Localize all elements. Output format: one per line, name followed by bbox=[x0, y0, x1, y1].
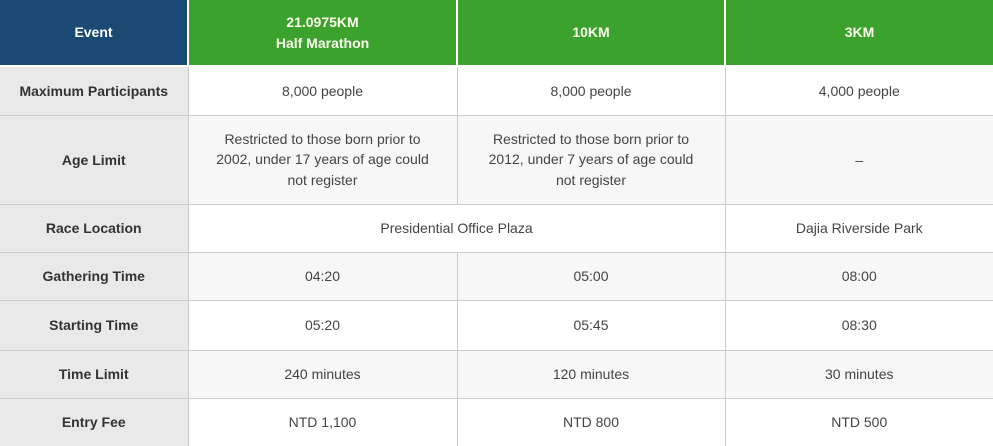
cell-max-participants-half: 8,000 people bbox=[187, 65, 458, 116]
cell-time-limit-3km: 30 minutes bbox=[724, 349, 993, 399]
cell-age-limit-half: Restricted to those born prior to 2002, … bbox=[187, 114, 458, 205]
cell-starting-time-10km: 05:45 bbox=[456, 299, 726, 351]
row-label: Maximum Participants bbox=[0, 65, 189, 116]
row-label: Gathering Time bbox=[0, 251, 189, 301]
cell-starting-time-3km: 08:30 bbox=[724, 299, 993, 351]
cell-age-limit-3km: – bbox=[724, 114, 993, 205]
header-3km: 3KM bbox=[724, 0, 993, 67]
table-row-race-location: Race Location Presidential Office Plaza … bbox=[0, 203, 993, 253]
cell-time-limit-half: 240 minutes bbox=[187, 349, 458, 399]
header-10km: 10KM bbox=[456, 0, 726, 67]
cell-entry-fee-half: NTD 1,100 bbox=[187, 397, 458, 446]
row-label: Race Location bbox=[0, 203, 189, 253]
header-event: Event bbox=[0, 0, 189, 67]
table-row-max-participants: Maximum Participants 8,000 people 8,000 … bbox=[0, 65, 993, 116]
cell-entry-fee-10km: NTD 800 bbox=[456, 397, 726, 446]
cell-gathering-time-10km: 05:00 bbox=[456, 251, 726, 301]
row-label: Time Limit bbox=[0, 349, 189, 399]
cell-time-limit-10km: 120 minutes bbox=[456, 349, 726, 399]
header-half-marathon-distance: 21.0975KM bbox=[286, 14, 359, 31]
row-label: Entry Fee bbox=[0, 397, 189, 446]
row-label: Age Limit bbox=[0, 114, 189, 205]
row-label: Starting Time bbox=[0, 299, 189, 351]
cell-race-location-merged: Presidential Office Plaza bbox=[187, 203, 726, 253]
cell-gathering-time-half: 04:20 bbox=[187, 251, 458, 301]
table-header: Event 21.0975KM Half Marathon 10KM 3KM bbox=[0, 0, 993, 67]
table-row-age-limit: Age Limit Restricted to those born prior… bbox=[0, 114, 993, 205]
cell-entry-fee-3km: NTD 500 bbox=[724, 397, 993, 446]
header-half-marathon-name: Half Marathon bbox=[275, 34, 370, 51]
table-row-entry-fee: Entry Fee NTD 1,100 NTD 800 NTD 500 bbox=[0, 397, 993, 446]
cell-starting-time-half: 05:20 bbox=[187, 299, 458, 351]
table-row-gathering-time: Gathering Time 04:20 05:00 08:00 bbox=[0, 251, 993, 301]
header-half-marathon: 21.0975KM Half Marathon bbox=[187, 0, 458, 67]
cell-max-participants-3km: 4,000 people bbox=[724, 65, 993, 116]
table-row-time-limit: Time Limit 240 minutes 120 minutes 30 mi… bbox=[0, 349, 993, 399]
cell-race-location-3km: Dajia Riverside Park bbox=[724, 203, 993, 253]
cell-gathering-time-3km: 08:00 bbox=[724, 251, 993, 301]
table-row-starting-time: Starting Time 05:20 05:45 08:30 bbox=[0, 299, 993, 351]
cell-age-limit-10km: Restricted to those born prior to 2012, … bbox=[456, 114, 726, 205]
cell-max-participants-10km: 8,000 people bbox=[456, 65, 726, 116]
